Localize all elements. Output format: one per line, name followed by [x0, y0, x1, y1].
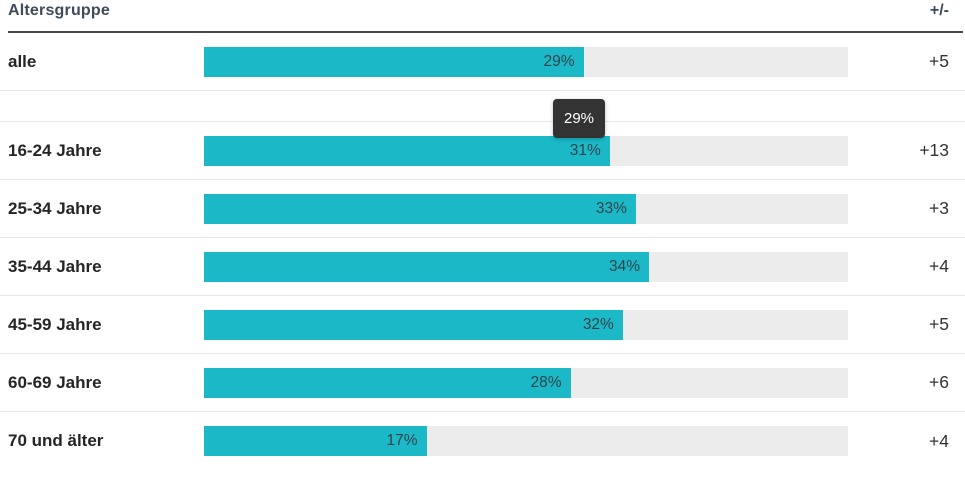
chart-row: 70 und älter 17% +4 [0, 412, 965, 470]
bar-track[interactable]: 31% [204, 135, 848, 166]
change-value: +4 [929, 430, 949, 451]
chart-row: alle 29% +5 [0, 33, 965, 91]
table-header: Altersgruppe +/- [8, 0, 963, 33]
bar-track[interactable]: 17% [204, 426, 848, 456]
bar[interactable]: 17% [204, 426, 427, 456]
tooltip: 29% [553, 99, 606, 138]
row-label: 45-59 Jahre [8, 314, 102, 334]
change-value: +3 [929, 198, 949, 218]
column-header-change: +/- [929, 2, 949, 19]
bar-value-label: 33% [595, 199, 627, 217]
bar-track[interactable]: 28% [204, 367, 848, 398]
row-label: alle [8, 51, 37, 71]
bar-value-label: 17% [386, 432, 418, 449]
bar-track[interactable]: 32% [204, 309, 848, 340]
row-label: 35-44 Jahre [8, 256, 102, 276]
row-label: 60-69 Jahre [8, 372, 102, 392]
bar-value-label: 32% [582, 315, 614, 333]
bar-value-label: 28% [530, 373, 562, 391]
change-value: +13 [919, 140, 949, 160]
bar-track[interactable]: 33% [204, 193, 848, 224]
row-label: 70 und älter [8, 431, 104, 450]
bar[interactable]: 32% [204, 309, 623, 340]
bar[interactable]: 31% [204, 135, 610, 166]
change-value: +5 [929, 51, 949, 71]
chart-row: 60-69 Jahre 28% +6 [0, 354, 965, 412]
group-spacer [0, 91, 965, 122]
bar[interactable]: 29% [204, 46, 584, 77]
chart-row: 25-34 Jahre 33% +3 [0, 180, 965, 238]
bar-track[interactable]: 29% [204, 46, 848, 77]
bar-value-label: 29% [543, 52, 575, 70]
bar-value-label: 34% [609, 257, 641, 275]
bar[interactable]: 28% [204, 367, 571, 398]
change-value: +6 [929, 372, 949, 392]
change-value: +5 [929, 314, 949, 334]
bar[interactable]: 34% [204, 251, 650, 282]
column-header-altersgruppe: Altersgruppe [8, 2, 110, 19]
bar-value-label: 31% [569, 141, 601, 159]
bar-track[interactable]: 34% [204, 251, 848, 282]
chart-rows: alle 29% +5 16-24 Jahre 31% +13 25-34 Ja… [0, 33, 965, 470]
chart-row: 35-44 Jahre 34% +4 [0, 238, 965, 296]
chart-row: 16-24 Jahre 31% +13 [0, 122, 965, 180]
tooltip-value: 29% [564, 110, 595, 127]
row-label: 16-24 Jahre [8, 140, 102, 160]
row-label: 25-34 Jahre [8, 198, 102, 218]
chart-row: 45-59 Jahre 32% +5 [0, 296, 965, 354]
change-value: +4 [929, 256, 949, 276]
bar[interactable]: 33% [204, 193, 636, 224]
